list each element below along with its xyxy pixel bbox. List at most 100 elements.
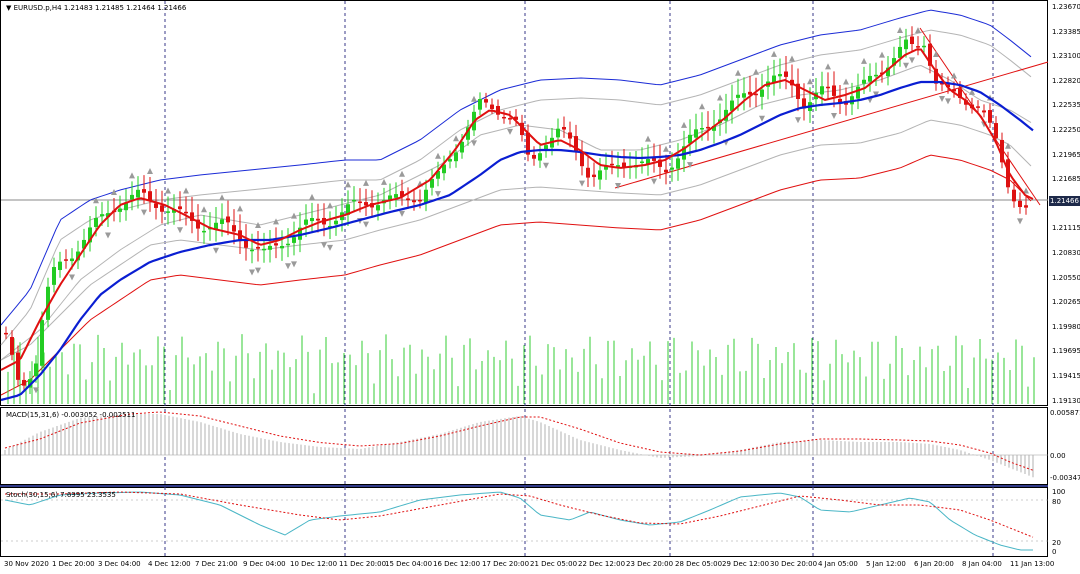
price-tick-label: 1.22250: [1052, 126, 1080, 134]
candle-body: [10, 337, 14, 355]
candle-body: [4, 332, 8, 335]
fractal-up-arrow-icon: [399, 170, 405, 177]
candle-body: [196, 219, 200, 229]
candle-body: [334, 220, 338, 225]
candle-body: [802, 98, 806, 109]
candle-body: [412, 200, 416, 203]
time-tick-label: 4 Jan 05:00: [818, 560, 858, 568]
fractal-down-arrow-icon: [687, 162, 693, 169]
main-chart-pane[interactable]: [0, 0, 1048, 406]
candle-body: [88, 227, 92, 243]
candle-body: [118, 208, 122, 212]
candle-body: [154, 203, 158, 208]
fractal-down-arrow-icon: [327, 244, 333, 251]
fractal-up-arrow-icon: [681, 121, 687, 128]
candle-body: [124, 202, 128, 211]
candle-body: [454, 152, 458, 162]
macd-label: MACD(15,31,6) -0.003052 -0.002511: [6, 411, 136, 419]
time-tick-label: 3 Dec 04:00: [98, 560, 141, 568]
candle-body: [358, 201, 362, 204]
fractal-up-arrow-icon: [897, 26, 903, 33]
candle-body: [160, 205, 164, 212]
dropdown-triangle-icon[interactable]: ▼: [6, 4, 12, 12]
candle-body: [202, 230, 206, 233]
fractal-up-arrow-icon: [183, 187, 189, 194]
candle-body: [646, 159, 650, 165]
candle-body: [16, 352, 20, 380]
time-tick-label: 17 Dec 20:00: [482, 560, 530, 568]
fractal-down-arrow-icon: [213, 247, 219, 254]
candle-body: [28, 379, 32, 388]
blue-upper-band: [0, 9, 1032, 326]
candle-body: [256, 246, 260, 249]
candle-body: [562, 126, 566, 130]
candle-body: [430, 178, 434, 188]
gray-lower-band: [0, 119, 1032, 361]
candle-body: [892, 58, 896, 66]
fractal-up-arrow-icon: [663, 145, 669, 152]
candle-body: [976, 106, 980, 108]
fractal-down-arrow-icon: [255, 267, 261, 274]
price-tick-label: 1.21115: [1052, 224, 1080, 233]
price-tick-label: 1.23100: [1052, 52, 1080, 61]
fractal-up-arrow-icon: [165, 187, 171, 194]
candle-body: [58, 261, 62, 271]
candle-body: [556, 128, 560, 138]
candle-body: [604, 165, 608, 170]
candle-body: [502, 116, 506, 119]
candle-body: [34, 363, 38, 377]
stochastic-pane[interactable]: [0, 487, 1048, 557]
symbol-info-text: EURUSD.p,H4 1.21483 1.21485 1.21464 1.21…: [13, 4, 187, 12]
fractal-up-arrow-icon: [363, 179, 369, 186]
candle-body: [616, 165, 620, 167]
time-tick-label: 7 Dec 21:00: [195, 560, 238, 568]
candle-body: [862, 79, 866, 84]
fractal-up-arrow-icon: [645, 135, 651, 142]
fractal-up-arrow-icon: [879, 51, 885, 58]
price-tick-label: 1.20830: [1052, 249, 1080, 257]
candle-body: [310, 218, 314, 222]
candle-body: [796, 83, 800, 99]
candle-body: [292, 237, 296, 243]
price-tick-label: 1.19980: [1052, 322, 1080, 331]
trend-line-up: [614, 61, 1049, 189]
price-tick-label: 1.20265: [1052, 298, 1080, 307]
candle-body: [76, 251, 80, 261]
candle-body: [826, 86, 830, 89]
candle-body: [664, 169, 668, 173]
candle-body: [688, 134, 692, 144]
macd-signal-line: [4, 411, 1035, 472]
candle-body: [64, 259, 68, 261]
fractal-down-arrow-icon: [291, 261, 297, 268]
fractal-up-arrow-icon: [933, 50, 939, 57]
fractal-up-arrow-icon: [735, 69, 741, 76]
candle-body: [130, 194, 134, 200]
time-tick-label: 9 Dec 04:00: [243, 560, 286, 568]
candle-body: [244, 240, 248, 248]
candle-body: [70, 258, 74, 262]
price-tick-label: 1.21685: [1052, 175, 1080, 184]
candle-body: [388, 195, 392, 200]
candle-body: [136, 189, 140, 198]
candle-body: [898, 46, 902, 58]
candle-body: [964, 100, 968, 105]
candle-body: [424, 189, 428, 204]
price-tick-label: 1.19695: [1052, 347, 1080, 356]
candle-body: [496, 105, 500, 115]
fractal-down-arrow-icon: [945, 98, 951, 105]
candle-body: [886, 67, 890, 77]
candle-body: [394, 194, 398, 198]
candle-body: [418, 199, 422, 202]
fractal-up-arrow-icon: [327, 202, 333, 209]
fractal-up-arrow-icon: [969, 88, 975, 95]
price-axis[interactable]: [1048, 0, 1080, 574]
time-tick-label: 15 Dec 04:00: [385, 560, 433, 568]
fractal-down-arrow-icon: [399, 210, 405, 217]
candle-body: [364, 202, 368, 206]
time-tick-label: 11 Dec 20:00: [339, 560, 387, 568]
fractal-up-arrow-icon: [291, 212, 297, 219]
candle-body: [568, 132, 572, 139]
candle-body: [772, 75, 776, 84]
candle-body: [934, 68, 938, 84]
